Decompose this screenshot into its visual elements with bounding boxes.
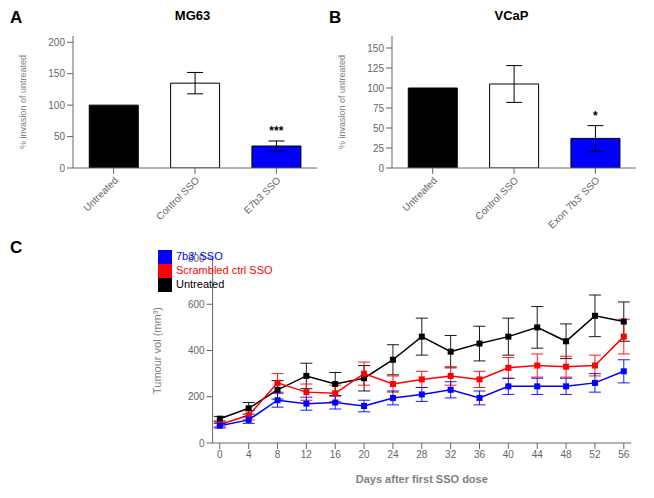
svg-text:48: 48 [561,449,573,460]
svg-text:100: 100 [48,100,65,111]
svg-text:12: 12 [301,449,313,460]
svg-text:0: 0 [217,449,223,460]
svg-text:28: 28 [416,449,428,460]
svg-text:E7b3 SSO: E7b3 SSO [242,175,283,216]
svg-text:Tumour vol (mm³): Tumour vol (mm³) [151,307,163,394]
svg-text:Exon 7b3' SSO: Exon 7b3' SSO [546,175,602,231]
svg-text:***: *** [269,124,283,138]
svg-text:20: 20 [359,449,371,460]
svg-text:% invasion of untreated: % invasion of untreated [337,55,347,149]
svg-text:50: 50 [54,131,66,142]
svg-text:125: 125 [367,63,384,74]
svg-text:16: 16 [330,449,342,460]
svg-text:600: 600 [188,299,205,310]
svg-text:400: 400 [188,345,205,356]
svg-text:40: 40 [503,449,515,460]
svg-text:Days after first SSO dose: Days after first SSO dose [356,473,488,485]
svg-text:52: 52 [589,449,601,460]
svg-text:100: 100 [367,83,384,94]
svg-text:0: 0 [378,163,384,174]
svg-text:800: 800 [188,253,205,264]
svg-text:150: 150 [48,68,65,79]
svg-text:Control SSO: Control SSO [154,175,202,223]
svg-text:4: 4 [246,449,252,460]
svg-text:200: 200 [188,391,205,402]
svg-text:32: 32 [445,449,457,460]
svg-text:36: 36 [474,449,486,460]
svg-text:75: 75 [373,103,385,114]
svg-text:0: 0 [199,438,205,449]
svg-text:Untreated: Untreated [81,175,120,214]
svg-text:25: 25 [373,143,385,154]
svg-text:*: * [593,109,598,123]
svg-text:50: 50 [373,123,385,134]
svg-text:24: 24 [387,449,399,460]
svg-text:200: 200 [48,37,65,48]
svg-text:8: 8 [275,449,281,460]
svg-text:Control SSO: Control SSO [473,175,521,223]
svg-text:0: 0 [59,163,65,174]
svg-text:44: 44 [532,449,544,460]
svg-text:56: 56 [618,449,630,460]
svg-text:Untreated: Untreated [400,175,439,214]
svg-text:% invasion of untreated: % invasion of untreated [18,55,28,149]
svg-text:150: 150 [367,43,384,54]
